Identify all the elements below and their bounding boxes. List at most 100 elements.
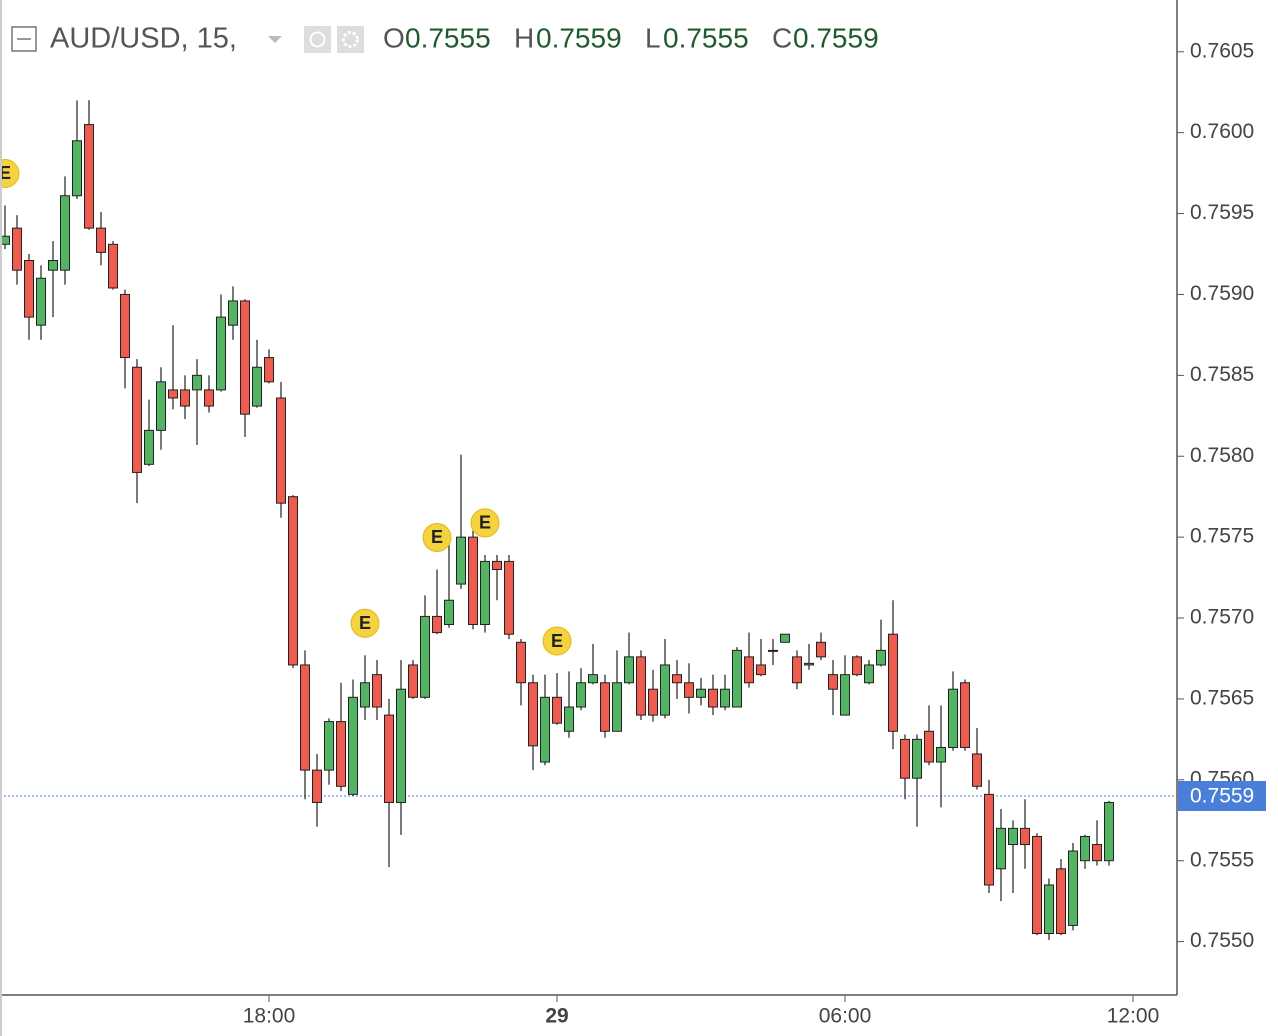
candle-body	[708, 688, 718, 708]
candle-body	[1080, 835, 1090, 862]
candle-body	[624, 656, 634, 684]
candle-body	[84, 124, 94, 229]
candle-body	[360, 682, 370, 708]
candle-body	[1104, 801, 1114, 862]
candle-body	[72, 140, 82, 197]
candle-body	[528, 682, 538, 747]
candle-body	[252, 366, 262, 407]
y-tick-label: 0.7590	[1190, 282, 1254, 305]
high-label: H	[514, 22, 534, 53]
candle-body	[24, 259, 34, 318]
y-tick-label: 0.7550	[1190, 929, 1254, 952]
y-tick-label: 0.7570	[1190, 606, 1254, 629]
candle-body	[900, 738, 910, 779]
candle-body	[912, 738, 922, 779]
candle-body	[552, 696, 562, 724]
candle-body	[996, 827, 1006, 870]
y-tick-label: 0.7595	[1190, 201, 1254, 224]
candle-body	[960, 682, 970, 748]
candle-body	[36, 277, 46, 326]
event-label: E	[0, 163, 11, 183]
candle-body	[588, 674, 598, 684]
candle-body	[336, 721, 346, 787]
candle-body	[768, 649, 778, 652]
x-tick-label: 06:00	[819, 1005, 872, 1028]
x-tick-label: 12:00	[1107, 1005, 1160, 1028]
candle-body	[816, 641, 826, 658]
candle-body	[924, 730, 934, 763]
collapse-icon[interactable]	[11, 26, 37, 52]
candle-body	[888, 633, 898, 732]
open-value: 0.7555	[405, 22, 491, 53]
candle-body	[216, 316, 226, 391]
y-tick-label: 0.7605	[1190, 39, 1254, 62]
low-label: L	[645, 22, 661, 53]
event-marker	[542, 626, 572, 656]
candle-body	[828, 674, 838, 690]
settings-icon[interactable]	[337, 26, 364, 53]
candle-body	[864, 664, 874, 684]
y-tick-label: 0.7555	[1190, 848, 1254, 871]
y-tick-label: 0.7600	[1190, 120, 1254, 143]
candle-body	[780, 633, 790, 643]
candle-body	[660, 664, 670, 716]
candle-body	[240, 300, 250, 415]
candle-body	[12, 227, 22, 271]
candle-body	[564, 706, 574, 732]
candle-body	[168, 389, 178, 399]
candle-body	[108, 243, 118, 289]
candle-body	[936, 746, 946, 763]
candle-body	[804, 662, 814, 666]
event-marker	[0, 158, 20, 188]
candle-body	[432, 615, 442, 634]
candle-body	[1056, 868, 1066, 935]
symbol[interactable]: AUD/USD, 15,	[50, 23, 237, 55]
candle-body	[504, 560, 514, 635]
candle-body	[852, 656, 862, 676]
visibility-icon[interactable]	[304, 26, 331, 53]
candle-body	[300, 664, 310, 771]
candle-body	[756, 664, 766, 676]
event-marker	[350, 608, 380, 638]
ohlc-values: O 0.7555 H 0.7559 L 0.7555 C 0.7559	[383, 22, 879, 53]
candle-body	[468, 536, 478, 626]
candle-body	[1008, 827, 1018, 846]
high-value: 0.7559	[536, 22, 622, 53]
candle-body	[420, 615, 430, 698]
last-price-label: 0.7559	[1190, 785, 1254, 808]
dropdown-icon[interactable]	[268, 36, 282, 43]
candle-body	[1020, 827, 1030, 846]
candle-body	[720, 688, 730, 708]
candle-body	[1032, 835, 1042, 935]
candle-body	[288, 496, 298, 666]
candle-body	[156, 381, 166, 431]
settings-icon-gear	[342, 31, 359, 48]
event-label: E	[431, 527, 443, 547]
candle-body	[264, 357, 274, 383]
candle-body	[444, 599, 454, 626]
candle-body	[480, 560, 490, 626]
candle-body	[456, 536, 466, 585]
close-label: C	[772, 22, 792, 53]
candle-body	[324, 721, 334, 771]
candle-body	[1068, 850, 1078, 926]
candle-body	[1044, 884, 1054, 935]
event-label: E	[479, 513, 491, 533]
candle-body	[1092, 844, 1102, 862]
candle-body	[576, 682, 586, 708]
candle-body	[192, 374, 202, 391]
candle-body	[372, 674, 382, 708]
candle-body	[408, 664, 418, 698]
candle-body	[984, 793, 994, 886]
candle-body	[276, 397, 286, 504]
event-marker	[470, 508, 500, 538]
candle-body	[96, 227, 106, 253]
candle-body	[972, 753, 982, 787]
candle-body	[600, 682, 610, 732]
candle-body	[492, 560, 502, 570]
y-tick-label: 0.7585	[1190, 363, 1254, 386]
candle-body	[732, 649, 742, 708]
candle-body	[48, 259, 58, 271]
